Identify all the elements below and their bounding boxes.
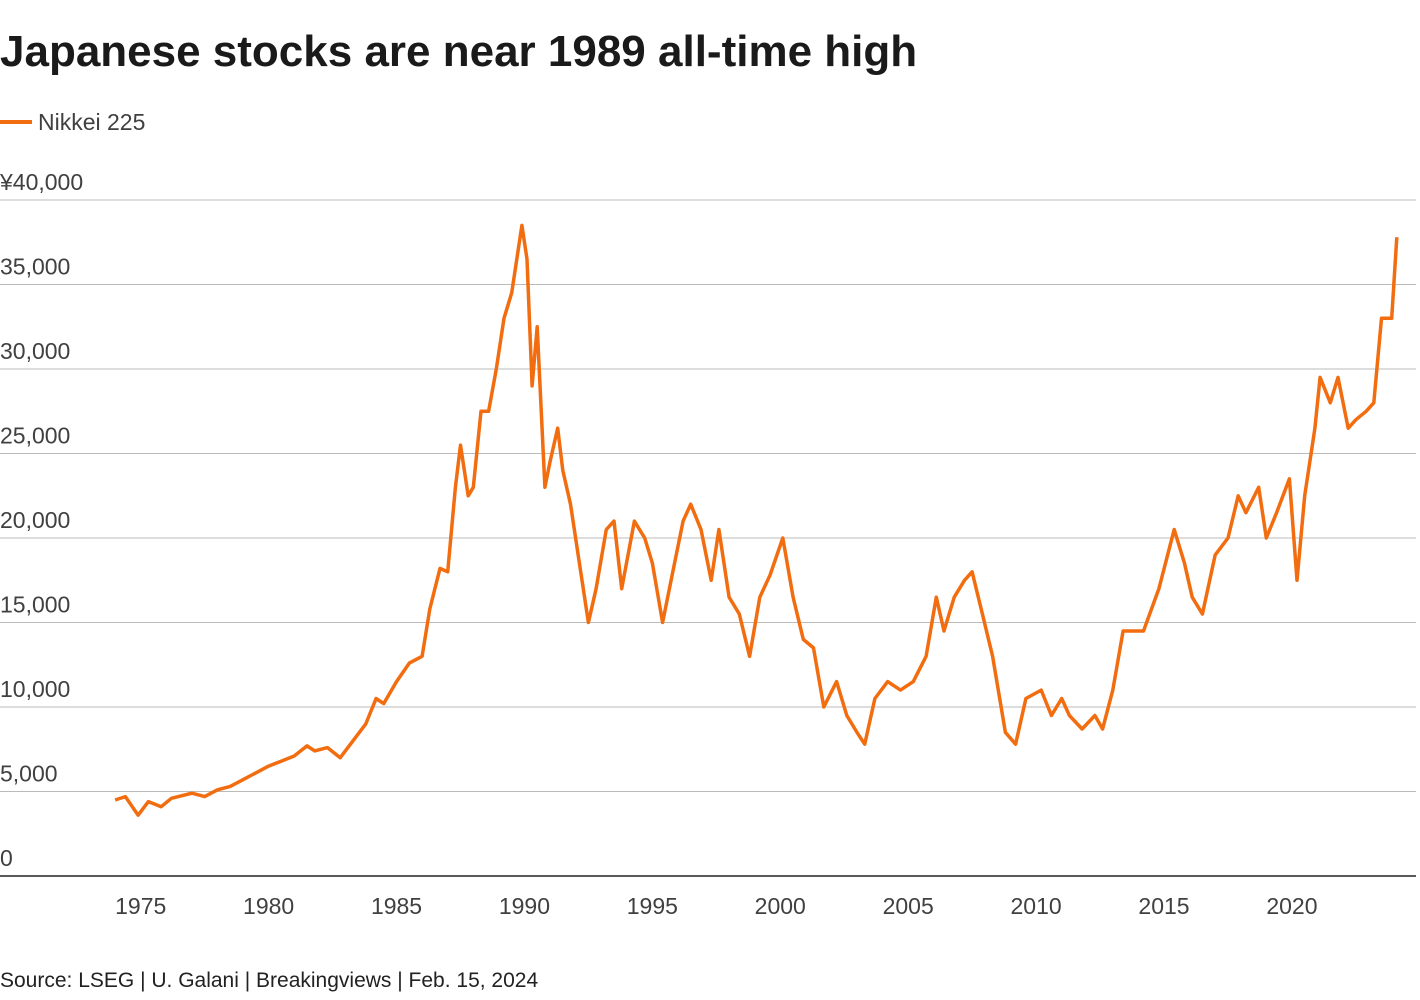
y-tick-label: 20,000 xyxy=(0,507,70,533)
y-tick-label: 25,000 xyxy=(0,423,70,449)
source: Source: LSEG | U. Galani | Breakingviews… xyxy=(0,969,538,992)
x-tick-label: 1975 xyxy=(115,893,166,919)
x-tick-label: 2020 xyxy=(1266,893,1317,919)
y-tick-label: 35,000 xyxy=(0,254,70,280)
x-tick-label: 2000 xyxy=(755,893,806,919)
x-tick-label: 2015 xyxy=(1138,893,1189,919)
x-tick-label: 1990 xyxy=(499,893,550,919)
legend-label: Nikkei 225 xyxy=(38,109,145,135)
line xyxy=(114,223,1399,817)
y-tick-label: 5,000 xyxy=(0,761,58,787)
chart-title: Japanese stocks are near 1989 all-time h… xyxy=(0,27,917,76)
y-tick-label: ¥40,000 xyxy=(0,169,83,195)
x-tick-label: 2010 xyxy=(1011,893,1062,919)
y-tick-label: 30,000 xyxy=(0,338,70,364)
y-tick-label: 10,000 xyxy=(0,676,70,702)
x-tick-label: 2005 xyxy=(883,893,934,919)
y-tick-label: 0 xyxy=(0,845,13,871)
x-tick-label: 1995 xyxy=(627,893,678,919)
x-tick-label: 1985 xyxy=(371,893,422,919)
x-tick-label: 1980 xyxy=(243,893,294,919)
y-tick-label: 15,000 xyxy=(0,592,70,618)
